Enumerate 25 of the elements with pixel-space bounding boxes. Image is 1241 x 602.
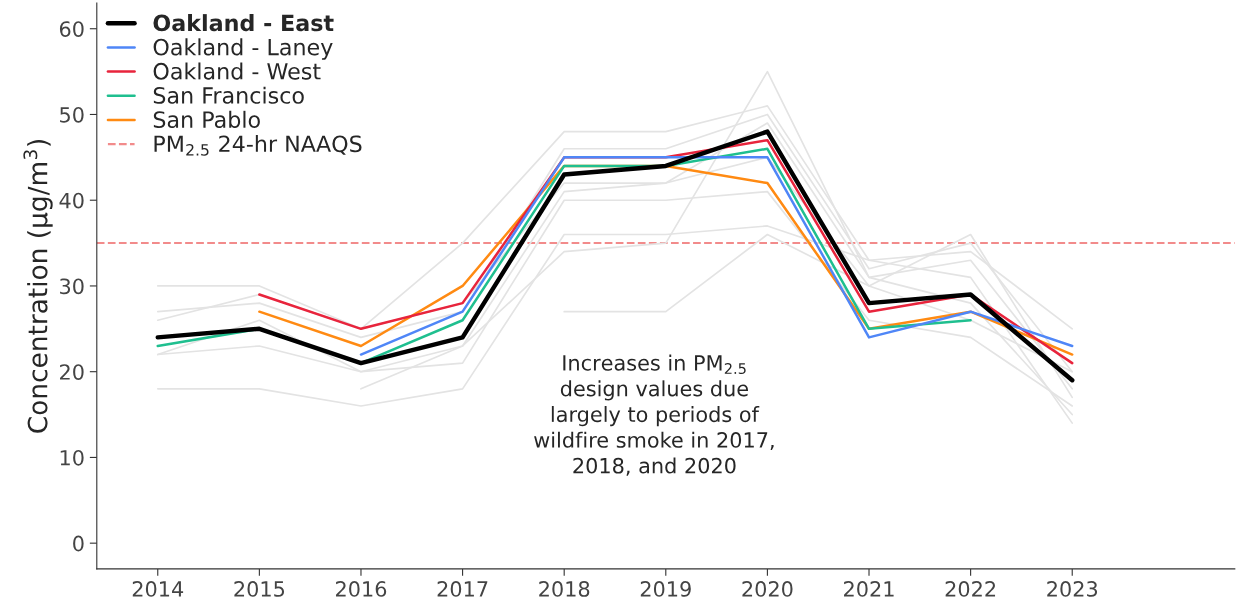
y-tick-label: 60 bbox=[59, 21, 84, 37]
y-tick-label: 30 bbox=[60, 278, 84, 295]
x-tick-label: 2019 bbox=[640, 581, 691, 597]
x-tick-label: 2021 bbox=[844, 581, 894, 597]
x-tick-label: 2014 bbox=[132, 581, 184, 597]
x-tick-label: 2018 bbox=[539, 581, 590, 597]
x-tick-label: 2023 bbox=[1047, 581, 1098, 597]
x-tick-label: 2015 bbox=[234, 581, 285, 597]
legend-label: Oakland - East bbox=[153, 14, 334, 32]
x-tick-label: 2020 bbox=[742, 581, 793, 597]
x-tick-label: 2022 bbox=[945, 581, 996, 597]
x-tick-label: 2016 bbox=[335, 581, 387, 597]
y-axis-title: Concentration (µg/m$^{3}$) bbox=[23, 140, 53, 433]
x-tick-label: 2017 bbox=[437, 581, 488, 597]
legend-label: Oakland - West bbox=[153, 62, 321, 80]
y-tick-label: 10 bbox=[60, 449, 84, 466]
legend-label: Oakland - Laney bbox=[153, 38, 333, 60]
y-tick-label: 0 bbox=[73, 535, 84, 552]
legend-label: PM$_{2.5}$ 24-hr NAAQS bbox=[154, 134, 362, 156]
y-tick-label: 50 bbox=[60, 106, 84, 123]
legend-label: San Francisco bbox=[153, 86, 304, 104]
legend-label: San Pablo bbox=[153, 110, 260, 129]
annotation: Increases in PM$_{2.5}$ design values due largely to periods of wildfire smoke in 2017, 2018, and 2020 bbox=[534, 354, 774, 476]
y-tick-label: 20 bbox=[60, 364, 84, 380]
y-tick-label: 40 bbox=[59, 192, 84, 209]
